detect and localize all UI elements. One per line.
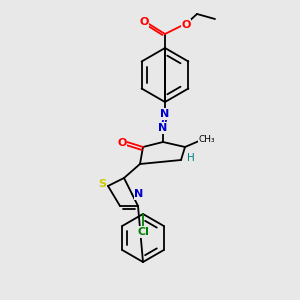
Text: N: N <box>160 109 169 119</box>
Text: N: N <box>158 123 168 133</box>
Text: N: N <box>134 189 144 199</box>
Text: O: O <box>139 17 149 27</box>
Text: O: O <box>181 20 191 30</box>
Text: S: S <box>98 179 106 189</box>
Text: CH₃: CH₃ <box>199 134 215 143</box>
Text: Cl: Cl <box>137 227 149 237</box>
Text: O: O <box>117 138 127 148</box>
Text: H: H <box>187 153 195 163</box>
